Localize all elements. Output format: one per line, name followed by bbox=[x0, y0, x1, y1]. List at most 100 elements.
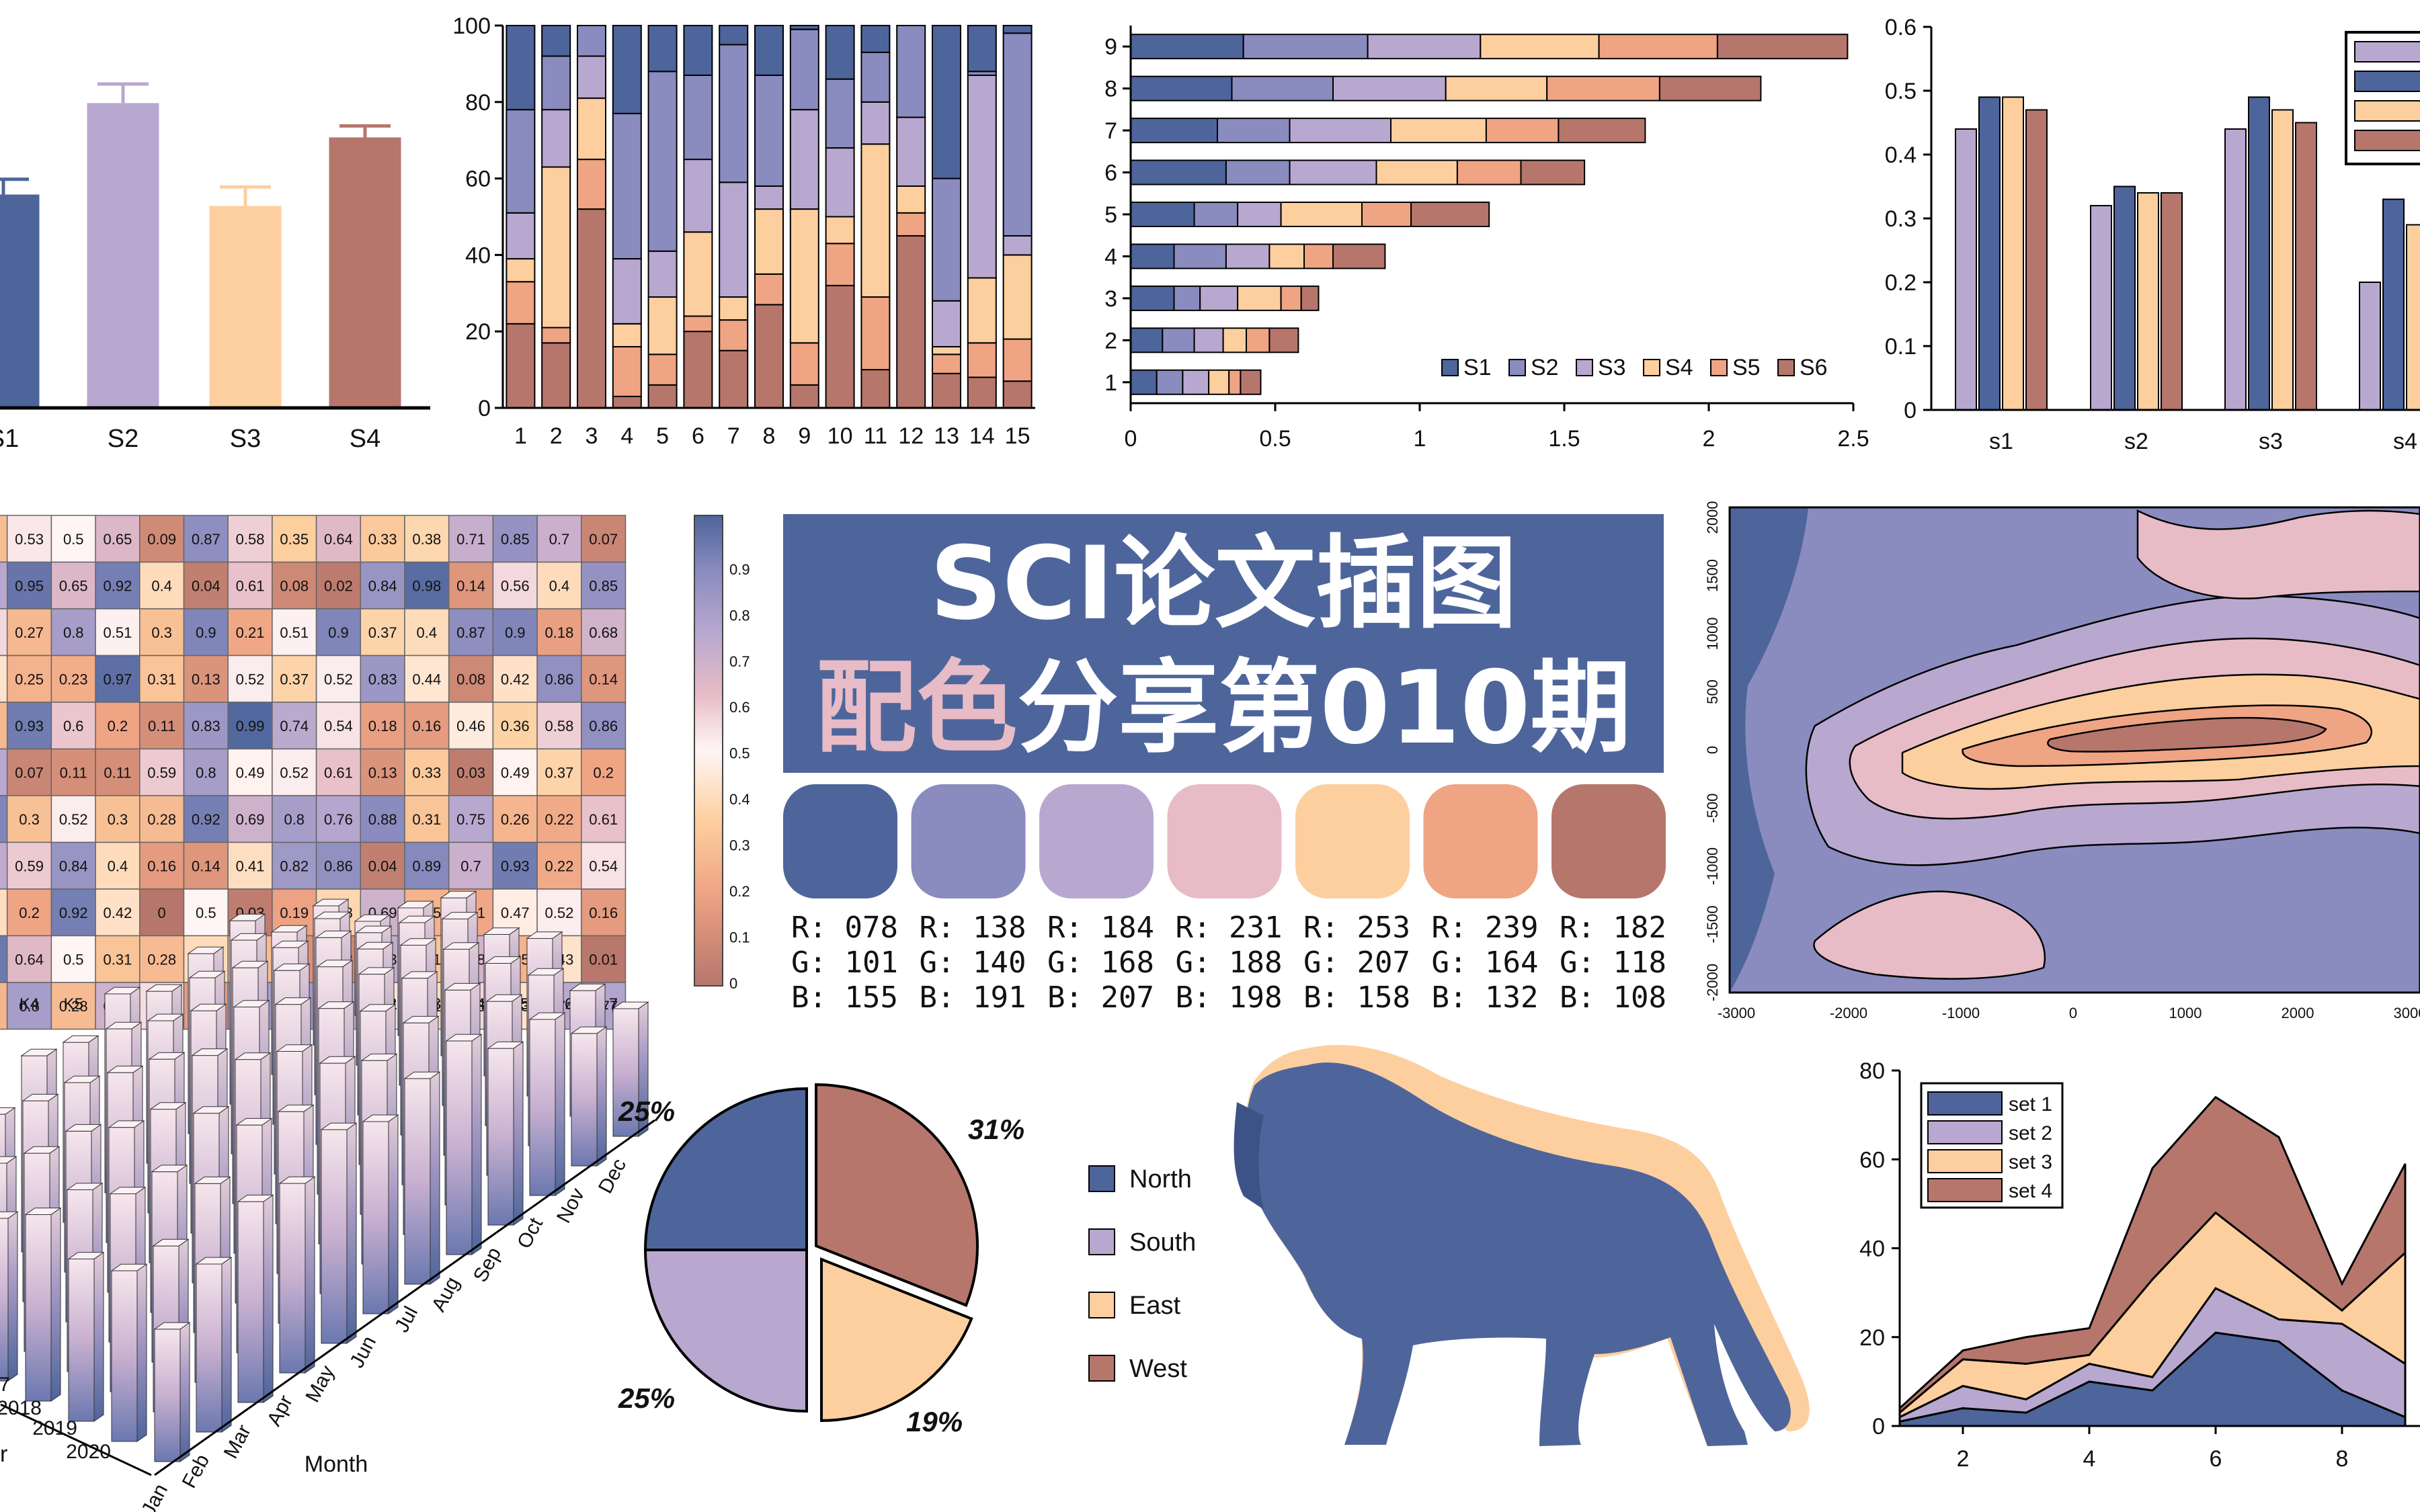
heat-cell-9-K5 bbox=[50, 888, 96, 937]
heat-value-1-K10: 0.35 bbox=[280, 531, 309, 548]
bar3d-top bbox=[104, 986, 141, 995]
bar3d-ylabel: r bbox=[0, 1441, 7, 1467]
heat-cell-10-K3 bbox=[0, 935, 8, 983]
group-bar-s1-1 bbox=[1955, 128, 1977, 411]
stack-seg-10-4 bbox=[825, 147, 855, 218]
heat-cell-9-K16 bbox=[536, 888, 582, 937]
heat-value-9-K10: 0.19 bbox=[280, 905, 309, 921]
hbar-legend-label-S5: S5 bbox=[1732, 355, 1761, 380]
heat-colorbar-tick-0.9: 0.9 bbox=[729, 561, 750, 578]
bar3d-front bbox=[571, 1033, 598, 1167]
heat-value-8-K5: 0.84 bbox=[59, 857, 88, 874]
stack-seg-6-2 bbox=[683, 315, 713, 333]
bar3d-top bbox=[195, 1257, 233, 1265]
swatch-1 bbox=[783, 784, 897, 898]
stack-seg-7-6 bbox=[719, 25, 749, 46]
bar3d-top bbox=[65, 1124, 102, 1132]
stack-seg-12-4 bbox=[896, 116, 926, 187]
heat-value-6-K10: 0.52 bbox=[280, 764, 309, 781]
bar3d-1-6 bbox=[362, 1114, 399, 1314]
heat-colorbar bbox=[694, 515, 723, 986]
heat-cell-1-K3 bbox=[0, 515, 8, 563]
stack-seg-15-6 bbox=[1002, 25, 1033, 34]
bar3d-side bbox=[471, 1034, 482, 1255]
heat-value-4-K6: 0.97 bbox=[104, 671, 132, 687]
heat-value-3-K4: 0.27 bbox=[15, 624, 44, 641]
heat-value-7-K10: 0.8 bbox=[284, 811, 305, 828]
hbar-legend-label-S2: S2 bbox=[1531, 355, 1559, 380]
bar3d-top bbox=[402, 1015, 440, 1023]
hbar-seg-4-S4 bbox=[1268, 243, 1305, 269]
heat-cell-4-K7 bbox=[139, 655, 185, 703]
bar3d-top bbox=[0, 1156, 17, 1164]
group-ytick-0.3: 0.3 bbox=[1885, 206, 1917, 232]
stack-xtick-14: 14 bbox=[969, 423, 995, 449]
stack-seg-2-6 bbox=[541, 25, 571, 57]
heat-value-9-K17: 0.16 bbox=[589, 905, 618, 921]
heat-value-1-K12: 0.33 bbox=[368, 531, 397, 548]
heat-value-5-K14: 0.46 bbox=[456, 718, 485, 734]
bar3d-top bbox=[148, 1052, 186, 1060]
heat-value-8-K9: 0.41 bbox=[236, 857, 265, 874]
heat-cell-10-K4 bbox=[6, 935, 52, 983]
heat-value-6-K16: 0.37 bbox=[545, 764, 574, 781]
heat-value-2-K14: 0.14 bbox=[456, 577, 485, 594]
bar3d-top bbox=[528, 1012, 566, 1020]
heat-value-10-K6: 0.31 bbox=[104, 951, 132, 968]
stack-seg-15-4 bbox=[1002, 235, 1033, 256]
heat-value-9-K7: 0 bbox=[158, 905, 166, 921]
bar3d-top bbox=[398, 915, 436, 923]
errbar-bar-S4 bbox=[329, 137, 401, 408]
contour-fill bbox=[1730, 507, 2420, 993]
bar3d-top bbox=[20, 1048, 58, 1056]
hbar-seg-5-S6 bbox=[1410, 202, 1490, 227]
swatch-6-r-value: R: 239 bbox=[1432, 911, 1539, 945]
heat-cell-8-K17 bbox=[581, 841, 627, 890]
heat-cell-8-K5 bbox=[50, 841, 96, 890]
stack-xtick-7: 7 bbox=[727, 423, 740, 449]
heat-cell-2-K8 bbox=[183, 561, 229, 610]
hbar-seg-7-S2 bbox=[1217, 118, 1291, 144]
heat-value-5-K4: 0.93 bbox=[15, 718, 44, 734]
bar3d-top bbox=[272, 940, 309, 948]
bar3d-top bbox=[484, 956, 522, 964]
group-bar-s4-2 bbox=[2382, 198, 2405, 411]
heat-cell-8-K15 bbox=[492, 841, 538, 890]
stack-ytick-40: 40 bbox=[465, 243, 491, 268]
hbar-seg-2-S4 bbox=[1222, 327, 1247, 353]
hbar-legend-label-S3: S3 bbox=[1598, 355, 1626, 380]
heat-cell-5-K3 bbox=[0, 702, 8, 750]
swatch-1-r-value: R: 078 bbox=[791, 911, 898, 945]
bar3d-4-1 bbox=[24, 1207, 62, 1402]
heat-cell-7-K8 bbox=[183, 795, 229, 843]
group-bar-s3-3 bbox=[2271, 109, 2294, 411]
swatch-4-b-value: B: 198 bbox=[1176, 980, 1283, 1015]
heat-cell-1-K16 bbox=[536, 515, 582, 563]
area-legend-swatch-3 bbox=[1927, 1149, 2003, 1173]
bar3d-side bbox=[555, 1012, 565, 1196]
heat-cell-4-K9 bbox=[227, 655, 273, 703]
bar3d-top bbox=[569, 983, 606, 991]
heat-value-10-K4: 0.64 bbox=[15, 951, 44, 968]
stack-seg-10-5 bbox=[825, 78, 855, 149]
heat-cell-8-K3 bbox=[0, 841, 8, 890]
bar3d-side bbox=[513, 1041, 524, 1226]
heat-cell-5-K7 bbox=[139, 702, 185, 750]
stack-seg-14-6 bbox=[967, 25, 997, 73]
bar3d-year-2019: 2019 bbox=[32, 1417, 77, 1439]
hbar-legend-swatch-S2 bbox=[1508, 359, 1526, 376]
bar3d-top bbox=[145, 984, 183, 992]
stack-seg-10-1 bbox=[825, 284, 855, 409]
heat-cell-5-K16 bbox=[536, 702, 582, 750]
stack-seg-9-1 bbox=[789, 384, 819, 409]
bar3d-front bbox=[25, 1214, 52, 1402]
hbar-seg-5-S3 bbox=[1237, 202, 1282, 227]
swatch-1-b-value: B: 155 bbox=[791, 980, 898, 1015]
stack-seg-9-6 bbox=[789, 25, 819, 30]
pie-legend-label-South: South bbox=[1129, 1228, 1196, 1257]
heat-value-1-K13: 0.38 bbox=[412, 531, 441, 548]
stack-seg-8-2 bbox=[754, 273, 784, 306]
stack-seg-3-3 bbox=[577, 97, 606, 161]
bar3d-xlabel: Month bbox=[305, 1452, 368, 1477]
heat-value-2-K6: 0.92 bbox=[104, 577, 132, 594]
